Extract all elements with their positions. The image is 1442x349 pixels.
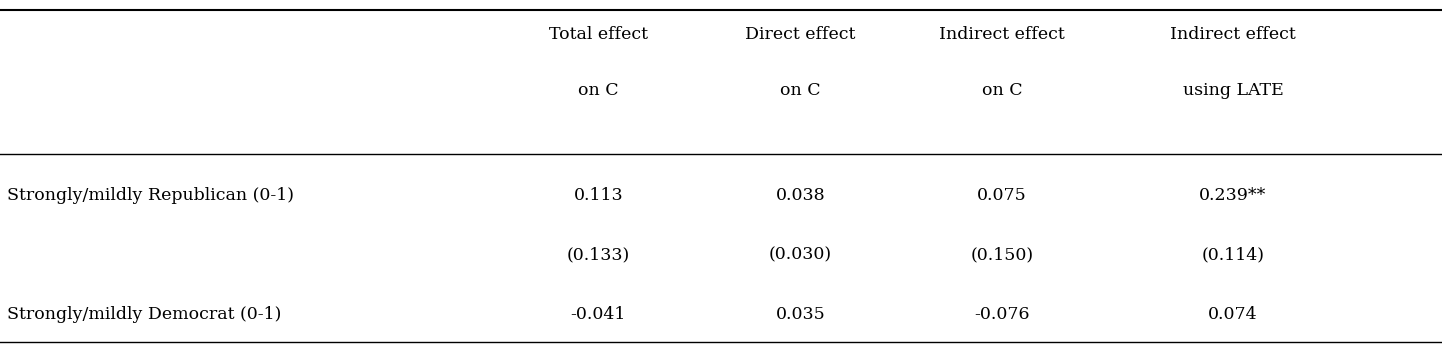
Text: Strongly/mildly Democrat (0-1): Strongly/mildly Democrat (0-1): [7, 306, 281, 322]
Text: 0.035: 0.035: [776, 306, 825, 322]
Text: on C: on C: [780, 82, 820, 99]
Text: Total effect: Total effect: [549, 27, 647, 43]
Text: -0.041: -0.041: [571, 306, 626, 322]
Text: using LATE: using LATE: [1182, 82, 1283, 99]
Text: -0.076: -0.076: [975, 306, 1030, 322]
Text: Indirect effect: Indirect effect: [1169, 27, 1296, 43]
Text: on C: on C: [578, 82, 619, 99]
Text: 0.038: 0.038: [776, 187, 825, 204]
Text: (0.150): (0.150): [970, 246, 1034, 263]
Text: 0.113: 0.113: [574, 187, 623, 204]
Text: Direct effect: Direct effect: [746, 27, 855, 43]
Text: Indirect effect: Indirect effect: [939, 27, 1066, 43]
Text: (0.114): (0.114): [1201, 246, 1265, 263]
Text: 0.074: 0.074: [1208, 306, 1257, 322]
Text: on C: on C: [982, 82, 1022, 99]
Text: (0.133): (0.133): [567, 246, 630, 263]
Text: Strongly/mildly Republican (0-1): Strongly/mildly Republican (0-1): [7, 187, 294, 204]
Text: 0.075: 0.075: [978, 187, 1027, 204]
Text: (0.030): (0.030): [769, 246, 832, 263]
Text: 0.239**: 0.239**: [1200, 187, 1266, 204]
